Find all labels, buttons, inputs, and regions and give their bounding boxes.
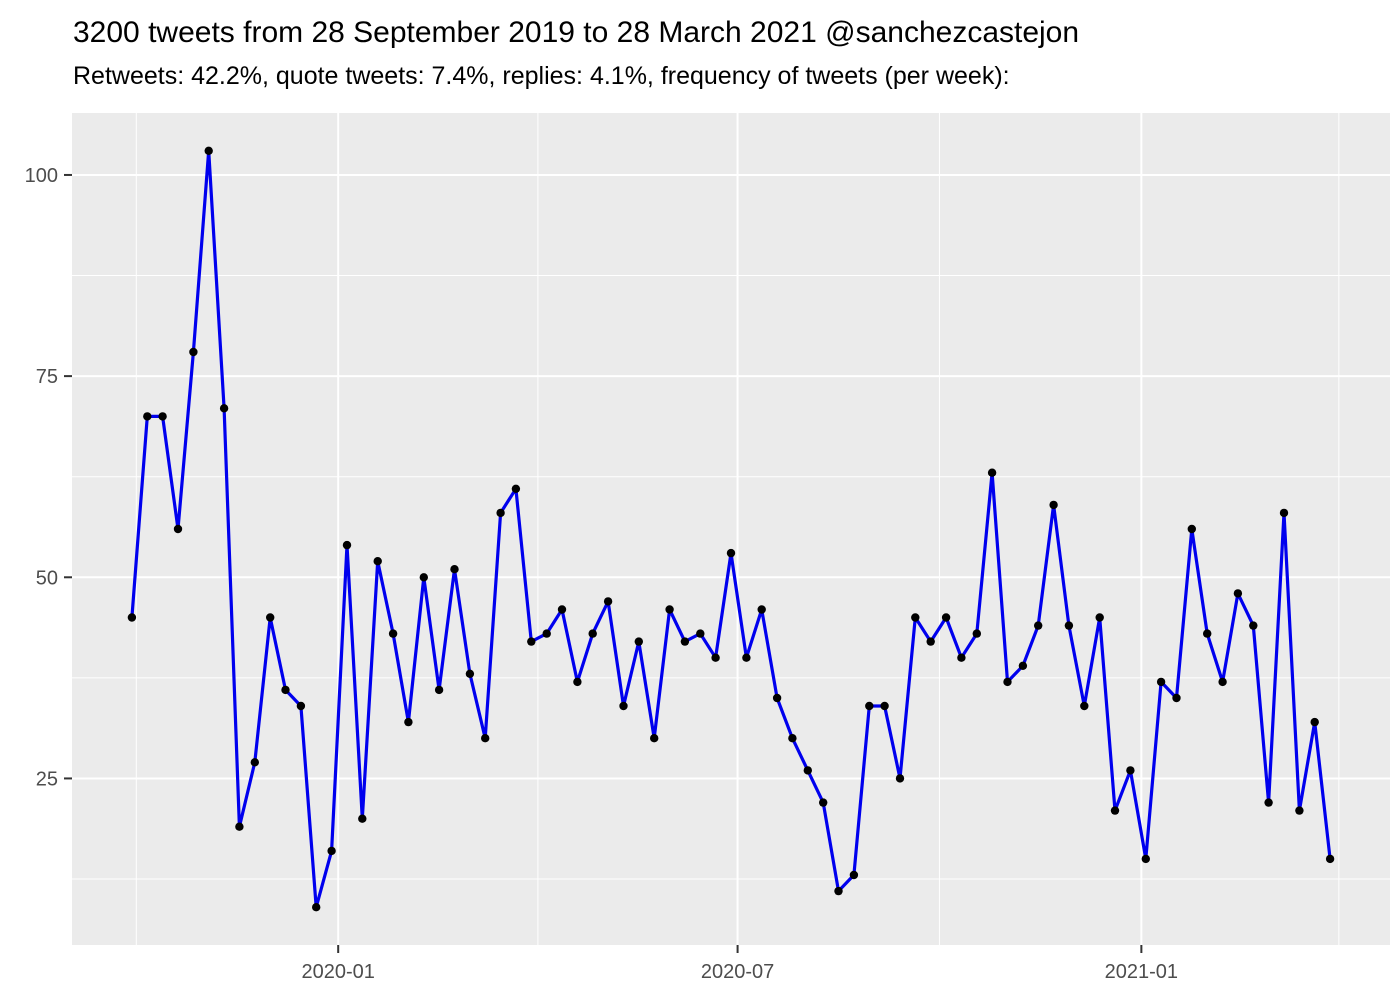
data-point [1080, 701, 1089, 711]
data-point [266, 613, 275, 622]
data-point [1095, 613, 1104, 622]
data-point [665, 605, 674, 614]
data-point [573, 677, 582, 687]
y-axis-label: 75 [36, 366, 58, 388]
data-point [296, 701, 306, 711]
data-point [1003, 677, 1012, 687]
data-point [388, 629, 398, 638]
data-point [1187, 524, 1197, 534]
data-point [281, 685, 290, 695]
data-point [204, 146, 213, 155]
data-point [542, 629, 551, 638]
data-point [434, 685, 444, 695]
x-axis-label: 2021-01 [1105, 961, 1178, 983]
panel-background [72, 113, 1390, 945]
data-point [342, 540, 352, 550]
data-point [557, 605, 567, 614]
data-point [895, 774, 905, 783]
data-point [1279, 508, 1289, 518]
data-point [465, 669, 475, 678]
data-point [404, 717, 413, 727]
data-point [1264, 798, 1273, 807]
data-point [1141, 854, 1151, 864]
data-point [496, 508, 505, 518]
data-point [419, 573, 428, 582]
data-point [1172, 693, 1181, 703]
data-point [972, 629, 981, 638]
data-point [1295, 806, 1304, 815]
data-point [450, 565, 459, 574]
data-point [819, 798, 828, 807]
data-point [711, 653, 720, 662]
data-point [772, 693, 782, 703]
data-point [941, 613, 951, 622]
plot-area: 25 50 75 100 2020-01 2020-07 2021-01 [25, 113, 1390, 983]
data-point [1218, 677, 1227, 687]
data-point [327, 846, 336, 856]
data-point [880, 701, 889, 711]
data-point [312, 903, 321, 912]
data-point [803, 766, 812, 775]
data-point [527, 637, 536, 646]
data-point [373, 557, 382, 566]
y-axis-label: 100 [25, 165, 58, 187]
data-point [619, 701, 628, 711]
data-point [1203, 629, 1212, 638]
data-point [219, 404, 229, 413]
x-axis-label: 2020-01 [301, 961, 374, 983]
chart-subtitle: Retweets: 42.2%, quote tweets: 7.4%, rep… [73, 62, 1010, 90]
data-point [1233, 589, 1243, 598]
data-point [865, 701, 874, 711]
data-point [358, 814, 367, 823]
data-point [1156, 677, 1166, 687]
data-point [696, 629, 705, 638]
data-point [588, 629, 597, 638]
chart-title: 3200 tweets from 28 September 2019 to 28… [73, 16, 1079, 49]
data-point [143, 412, 152, 421]
data-point [1064, 621, 1074, 630]
data-point [1049, 500, 1058, 510]
data-point [1018, 661, 1028, 670]
data-point [849, 870, 859, 880]
data-point [680, 637, 690, 646]
data-point [235, 822, 244, 831]
data-point [511, 484, 521, 493]
data-point [650, 734, 659, 743]
data-point [158, 412, 167, 421]
data-point [1034, 621, 1043, 630]
data-point [742, 653, 751, 662]
data-point [1249, 621, 1258, 630]
data-point [957, 653, 966, 662]
data-point [189, 347, 198, 357]
data-point [911, 613, 920, 622]
data-point [726, 548, 736, 558]
data-point [173, 524, 183, 534]
y-axis-label: 50 [36, 567, 58, 589]
data-point [481, 734, 490, 743]
data-point [834, 886, 843, 896]
data-point [1310, 717, 1319, 727]
y-axis-label: 25 [36, 768, 58, 790]
data-point [987, 468, 997, 477]
data-point [788, 734, 797, 743]
data-point [127, 613, 137, 622]
data-point [603, 597, 613, 606]
x-axis-label: 2020-07 [701, 961, 774, 983]
data-point [1325, 854, 1335, 864]
data-point [1110, 806, 1120, 815]
data-point [757, 605, 766, 614]
data-point [634, 637, 643, 646]
data-point [926, 637, 935, 646]
data-point [1126, 766, 1135, 775]
data-point [250, 758, 259, 767]
